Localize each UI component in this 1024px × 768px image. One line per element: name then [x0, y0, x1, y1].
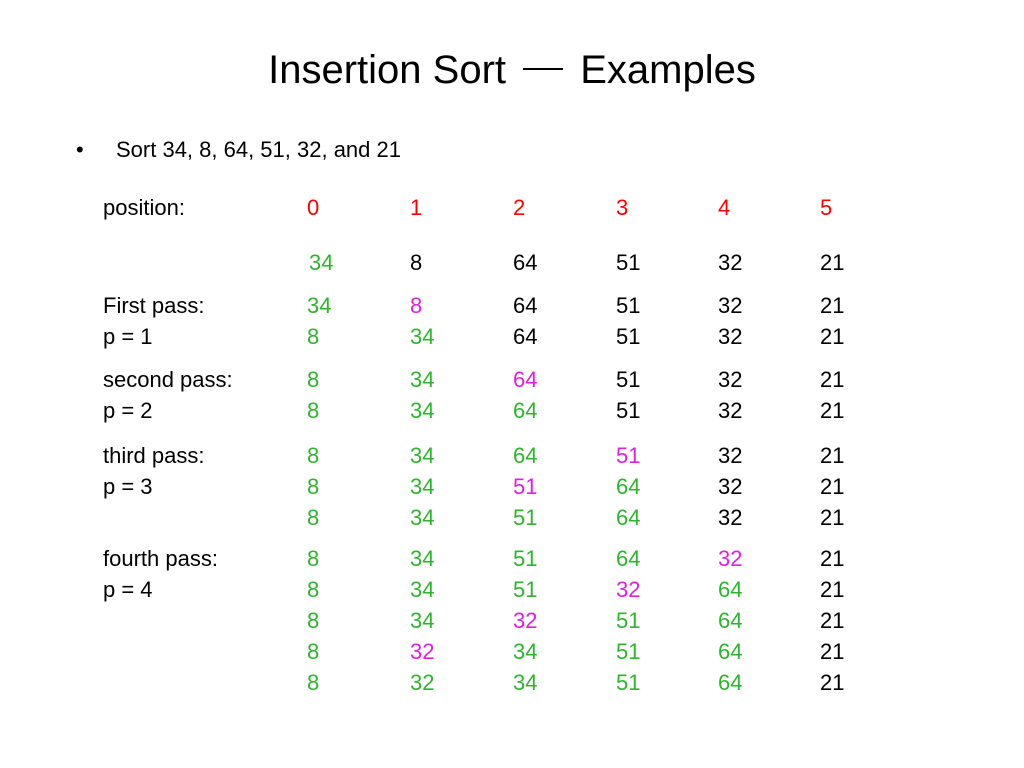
array-value: 21	[820, 639, 845, 664]
position-index: 3	[616, 195, 629, 220]
array-value: 34	[410, 546, 435, 571]
array-value: 34	[513, 670, 538, 695]
array-value: 64	[718, 608, 743, 633]
position-index: 0	[307, 195, 320, 220]
array-value: 64	[616, 474, 641, 499]
array-value: 64	[718, 639, 743, 664]
array-value: 32	[410, 670, 435, 695]
array-value: 21	[820, 505, 845, 530]
array-value: 51	[513, 577, 538, 602]
array-value: 8	[307, 443, 320, 468]
array-value: 64	[718, 670, 743, 695]
array-value: 34	[307, 293, 332, 318]
array-value: 21	[820, 250, 845, 275]
array-value: 8	[307, 670, 320, 695]
array-value: 51	[616, 324, 641, 349]
array-value: 21	[820, 398, 845, 423]
array-value: 34	[410, 608, 435, 633]
pass-label: p = 3	[103, 474, 153, 499]
title-dash	[523, 68, 564, 71]
array-value: 8	[307, 324, 320, 349]
array-value: 21	[820, 546, 845, 571]
array-value: 8	[307, 474, 320, 499]
array-value: 32	[513, 608, 538, 633]
bullet-text: Sort 34, 8, 64, 51, 32, and 21	[116, 137, 401, 162]
array-value: 34	[410, 367, 435, 392]
array-value: 51	[616, 398, 641, 423]
array-value: 21	[820, 608, 845, 633]
pass-label: second pass:	[103, 367, 233, 392]
array-value: 8	[307, 367, 320, 392]
array-value: 8	[307, 398, 320, 423]
array-value: 21	[820, 443, 845, 468]
pass-label: p = 1	[103, 324, 153, 349]
array-value: 64	[513, 367, 538, 392]
slide-title: Insertion Sort Examples	[0, 44, 1024, 96]
array-value: 8	[307, 577, 320, 602]
array-value: 64	[616, 505, 641, 530]
array-value: 34	[410, 398, 435, 423]
array-value: 32	[718, 324, 743, 349]
title-left: Insertion Sort	[268, 48, 506, 92]
array-value: 51	[513, 474, 538, 499]
array-value: 64	[513, 443, 538, 468]
array-value: 64	[718, 577, 743, 602]
pass-label: fourth pass:	[103, 546, 218, 571]
array-value: 32	[718, 250, 743, 275]
array-value: 32	[718, 398, 743, 423]
array-value: 34	[410, 474, 435, 499]
array-value: 8	[307, 639, 320, 664]
array-value: 32	[616, 577, 641, 602]
position-index: 2	[513, 195, 526, 220]
array-value: 34	[513, 639, 538, 664]
pass-label: p = 4	[103, 577, 153, 602]
array-value: 51	[616, 670, 641, 695]
array-value: 64	[513, 250, 538, 275]
array-value: 32	[718, 474, 743, 499]
array-value: 8	[307, 505, 320, 530]
array-value: 51	[513, 505, 538, 530]
array-value: 21	[820, 293, 845, 318]
array-value: 64	[616, 546, 641, 571]
array-value: 21	[820, 670, 845, 695]
array-value: 51	[616, 443, 641, 468]
array-value: 8	[410, 293, 423, 318]
array-value: 51	[616, 639, 641, 664]
array-value: 32	[410, 639, 435, 664]
title-right: Examples	[580, 48, 756, 92]
array-value: 34	[410, 443, 435, 468]
bullet-icon: •	[76, 137, 84, 162]
array-value: 21	[820, 324, 845, 349]
array-value: 64	[513, 324, 538, 349]
array-value: 32	[718, 443, 743, 468]
position-index: 1	[410, 195, 423, 220]
array-value: 51	[616, 250, 641, 275]
array-value: 34	[410, 505, 435, 530]
position-index: 4	[718, 195, 731, 220]
array-value: 51	[616, 608, 641, 633]
pass-label: p = 2	[103, 398, 153, 423]
array-value: 51	[616, 367, 641, 392]
pass-label: third pass:	[103, 443, 205, 468]
array-value: 51	[513, 546, 538, 571]
array-value: 21	[820, 367, 845, 392]
array-value: 8	[307, 546, 320, 571]
array-value: 21	[820, 474, 845, 499]
position-label: position:	[103, 195, 185, 220]
array-value: 64	[513, 293, 538, 318]
array-value: 32	[718, 367, 743, 392]
pass-label: First pass:	[103, 293, 205, 318]
position-index: 5	[820, 195, 833, 220]
array-value: 8	[410, 250, 423, 275]
array-value: 51	[616, 293, 641, 318]
array-value: 32	[718, 546, 743, 571]
array-value: 32	[718, 293, 743, 318]
array-value: 34	[410, 577, 435, 602]
array-value: 34	[309, 250, 334, 275]
array-value: 21	[820, 577, 845, 602]
array-value: 64	[513, 398, 538, 423]
array-value: 8	[307, 608, 320, 633]
array-value: 34	[410, 324, 435, 349]
array-value: 32	[718, 505, 743, 530]
